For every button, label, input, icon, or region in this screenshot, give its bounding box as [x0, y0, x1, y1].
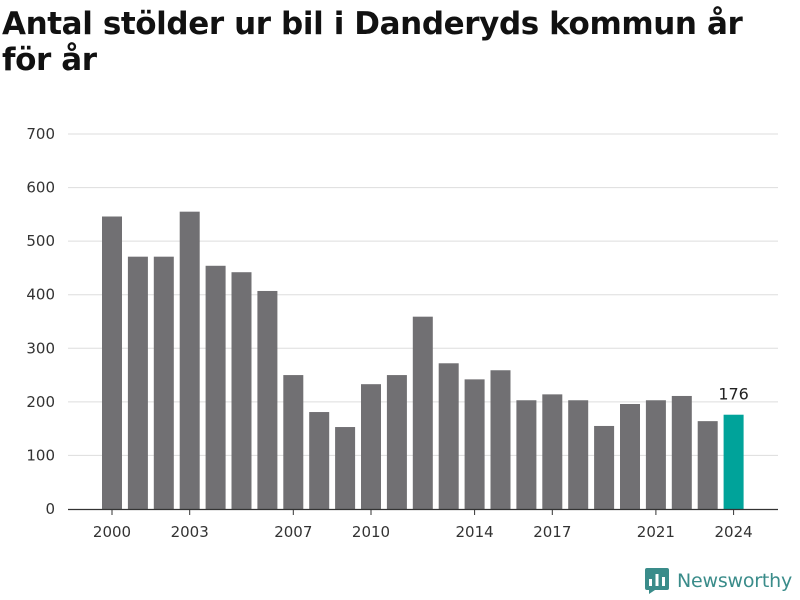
- bar-2000: [102, 216, 122, 509]
- x-tick-label-2007: 2007: [274, 523, 312, 541]
- bar-2018: [568, 400, 589, 509]
- x-tick-label-2003: 2003: [171, 523, 209, 541]
- data-labels: 176: [718, 385, 749, 404]
- y-tick-label-200: 200: [26, 393, 55, 411]
- bar-2007: [283, 375, 304, 509]
- bar-2020: [620, 404, 640, 509]
- bar-2006: [257, 290, 278, 509]
- bar-2016: [516, 400, 537, 509]
- bar-2009: [335, 427, 356, 509]
- bar-2003: [179, 211, 200, 509]
- bar-2005: [231, 272, 252, 509]
- x-axis: [68, 508, 778, 515]
- x-axis-labels: 2000 2003 2007 2010 2014 2017 2021 2024: [93, 523, 753, 541]
- x-tick-label-2014: 2014: [456, 523, 494, 541]
- x-tick-label-2010: 2010: [352, 523, 390, 541]
- bar-2002: [153, 256, 174, 509]
- x-tick-label-2024: 2024: [715, 523, 753, 541]
- bar-2023: [697, 421, 718, 509]
- bar-2010: [361, 384, 381, 509]
- bar-2017: [542, 394, 563, 509]
- y-tick-label-0: 0: [45, 500, 55, 518]
- bar-2013: [438, 363, 459, 509]
- data-label-2024: 176: [718, 385, 749, 404]
- newsworthy-logo-icon: [645, 568, 669, 594]
- bar-2022: [671, 395, 692, 509]
- x-tick-label-2000: 2000: [93, 523, 131, 541]
- bar-2014: [464, 379, 485, 509]
- bar-2012: [412, 316, 433, 509]
- y-tick-label-400: 400: [26, 286, 55, 304]
- bar-2024: [723, 414, 744, 509]
- brand: Newsworthy: [645, 568, 792, 594]
- bar-2021: [645, 400, 666, 509]
- y-tick-label-300: 300: [26, 339, 55, 357]
- y-axis-labels: 0 100 200 300 400 500 600 700: [26, 125, 55, 518]
- bar-2004: [205, 265, 226, 509]
- chart-title: Antal stölder ur bil i Danderyds kommun …: [2, 6, 743, 78]
- y-tick-label-100: 100: [26, 446, 55, 464]
- bar-2015: [490, 370, 511, 509]
- y-tick-label-700: 700: [26, 125, 55, 143]
- x-tick-label-2021: 2021: [637, 523, 675, 541]
- bar-2001: [127, 256, 148, 509]
- bar-2011: [386, 375, 407, 509]
- bar-2008: [309, 412, 330, 509]
- x-tick-label-2017: 2017: [533, 523, 571, 541]
- bar-2019: [594, 425, 615, 509]
- y-tick-label-500: 500: [26, 232, 55, 250]
- y-tick-label-600: 600: [26, 179, 55, 197]
- brand-name: Newsworthy: [677, 570, 793, 592]
- bars: [102, 211, 744, 509]
